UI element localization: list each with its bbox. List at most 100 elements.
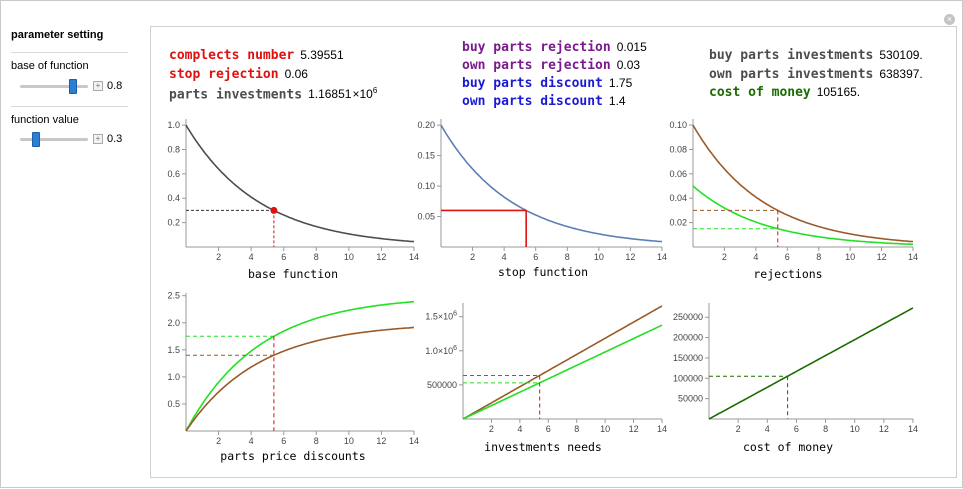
function-slider-thumb[interactable] (32, 132, 40, 147)
x-tick-label: 12 (877, 252, 887, 262)
buy-parts-rejection-row: buy parts rejection 0.015 (462, 40, 647, 55)
control-panel: parameter setting base of function + 0.8… (2, 14, 135, 486)
y-tick-label: 250000 (673, 312, 703, 322)
own-parts-discount-value: 1.4 (608, 94, 626, 108)
stop-rejection-label: stop rejection (169, 67, 279, 82)
x-tick-label: 6 (281, 436, 286, 446)
exponent: 6 (372, 86, 378, 95)
series-line (185, 300, 415, 432)
function-value-label: function value (11, 114, 79, 126)
series-line (708, 307, 914, 420)
x-tick-label: 8 (314, 436, 319, 446)
own-parts-investments-row: own parts investments 638397. (709, 67, 923, 82)
base-expand-icon[interactable]: + (93, 81, 103, 91)
y-tick-label: 200000 (673, 333, 703, 343)
cost-of-money-row: cost of money 105165. (709, 85, 860, 100)
x-tick-label: 2 (216, 252, 221, 262)
chart-caption-stop: stop function (497, 265, 588, 279)
parts-investments-value: 1.16851 (308, 87, 352, 102)
x-tick-label: 6 (785, 252, 790, 262)
x-tick-label: 2 (470, 252, 475, 262)
x-tick-label: 6 (533, 252, 538, 262)
cost-of-money-label: cost of money (709, 85, 811, 100)
x-tick-label: 10 (845, 252, 855, 262)
y-tick-label: 0.5 (167, 399, 180, 409)
y-tick-label: 2.0 (167, 318, 180, 328)
function-expand-icon[interactable]: + (93, 134, 103, 144)
base-of-function-label: base of function (11, 60, 89, 72)
x-tick-label: 8 (823, 424, 828, 434)
divider (11, 106, 128, 107)
y-tick-label: 0.15 (417, 151, 435, 161)
y-tick-label: 0.05 (417, 212, 435, 222)
x-tick-label: 10 (344, 436, 354, 446)
series-line (462, 324, 663, 420)
x-tick-label: 8 (314, 252, 319, 262)
close-icon[interactable]: × (944, 14, 955, 25)
own-parts-discount-label: own parts discount (462, 94, 603, 109)
base-slider-thumb[interactable] (69, 79, 77, 94)
x-tick-label: 4 (765, 424, 770, 434)
buy-parts-discount-value: 1.75 (608, 76, 633, 90)
y-tick-label: 1.0 (167, 120, 180, 130)
x-tick-label: 14 (409, 252, 419, 262)
x-tick-label: 10 (600, 424, 610, 434)
chart-caption-rejections: rejections (753, 267, 823, 281)
y-tick-label: 0.4 (167, 193, 180, 203)
y-tick-label: 0.2 (167, 218, 180, 228)
buy-parts-investments-value: 530109. (879, 48, 923, 62)
x-tick-label: 6 (546, 424, 551, 434)
buy-parts-investments-label: buy parts investments (709, 48, 874, 63)
function-value: 0.3 (107, 133, 123, 145)
x-tick-label: 10 (850, 424, 860, 434)
own-parts-rejection-row: own parts rejection 0.03 (462, 58, 640, 73)
divider (11, 52, 128, 53)
cost-of-money-value: 105165. (816, 85, 861, 99)
chart-caption-cost: cost of money (742, 440, 833, 454)
y-tick-label: 0.10 (669, 120, 687, 130)
x-tick-label: 12 (629, 424, 639, 434)
x-tick-label: 2 (489, 424, 494, 434)
y-tick-label: 1.0×106 (425, 345, 457, 356)
control-panel-title: parameter setting (11, 29, 104, 41)
x-tick-label: 12 (625, 252, 635, 262)
buy-parts-rejection-value: 0.015 (616, 40, 647, 54)
x-tick-label: 4 (753, 252, 758, 262)
chart-caption-discounts: parts price discounts (220, 449, 366, 463)
buy-parts-discount-label: buy parts discount (462, 76, 603, 91)
y-tick-label: 0.8 (167, 144, 180, 154)
stop-rejection-row: stop rejection 0.06 (169, 67, 308, 82)
parts-investments-row: parts investments 1.16851×106 (169, 86, 377, 102)
times-ten: ×10 (352, 87, 373, 102)
complects-number-value: 5.39551 (300, 48, 344, 62)
x-tick-label: 2 (216, 436, 221, 446)
y-tick-label: 1.5 (167, 345, 180, 355)
series-line (692, 185, 913, 246)
point-marker (270, 206, 278, 214)
buy-parts-investments-row: buy parts investments 530109. (709, 48, 923, 63)
y-tick-label: 500000 (427, 380, 457, 390)
x-tick-label: 12 (879, 424, 889, 434)
own-parts-investments-label: own parts investments (709, 67, 874, 82)
y-tick-label: 100000 (673, 373, 703, 383)
function-value-slider[interactable] (20, 132, 88, 147)
x-tick-label: 12 (376, 252, 386, 262)
own-parts-rejection-label: own parts rejection (462, 58, 611, 73)
y-tick-label: 0.20 (417, 120, 435, 130)
chart-caption-base: base function (247, 267, 338, 281)
parts-investments-label: parts investments (169, 87, 303, 103)
x-tick-label: 14 (908, 252, 918, 262)
x-tick-label: 4 (517, 424, 522, 434)
x-tick-label: 2 (736, 424, 741, 434)
buy-parts-discount-row: buy parts discount 1.75 (462, 76, 632, 91)
base-of-function-slider[interactable] (20, 79, 88, 94)
x-tick-label: 8 (574, 424, 579, 434)
series-line (185, 124, 415, 243)
base-value: 0.8 (107, 80, 123, 92)
x-tick-label: 6 (281, 252, 286, 262)
y-tick-label: 0.6 (167, 169, 180, 179)
x-tick-label: 10 (594, 252, 604, 262)
complects-number-row: complects number 5.39551 (169, 48, 344, 63)
